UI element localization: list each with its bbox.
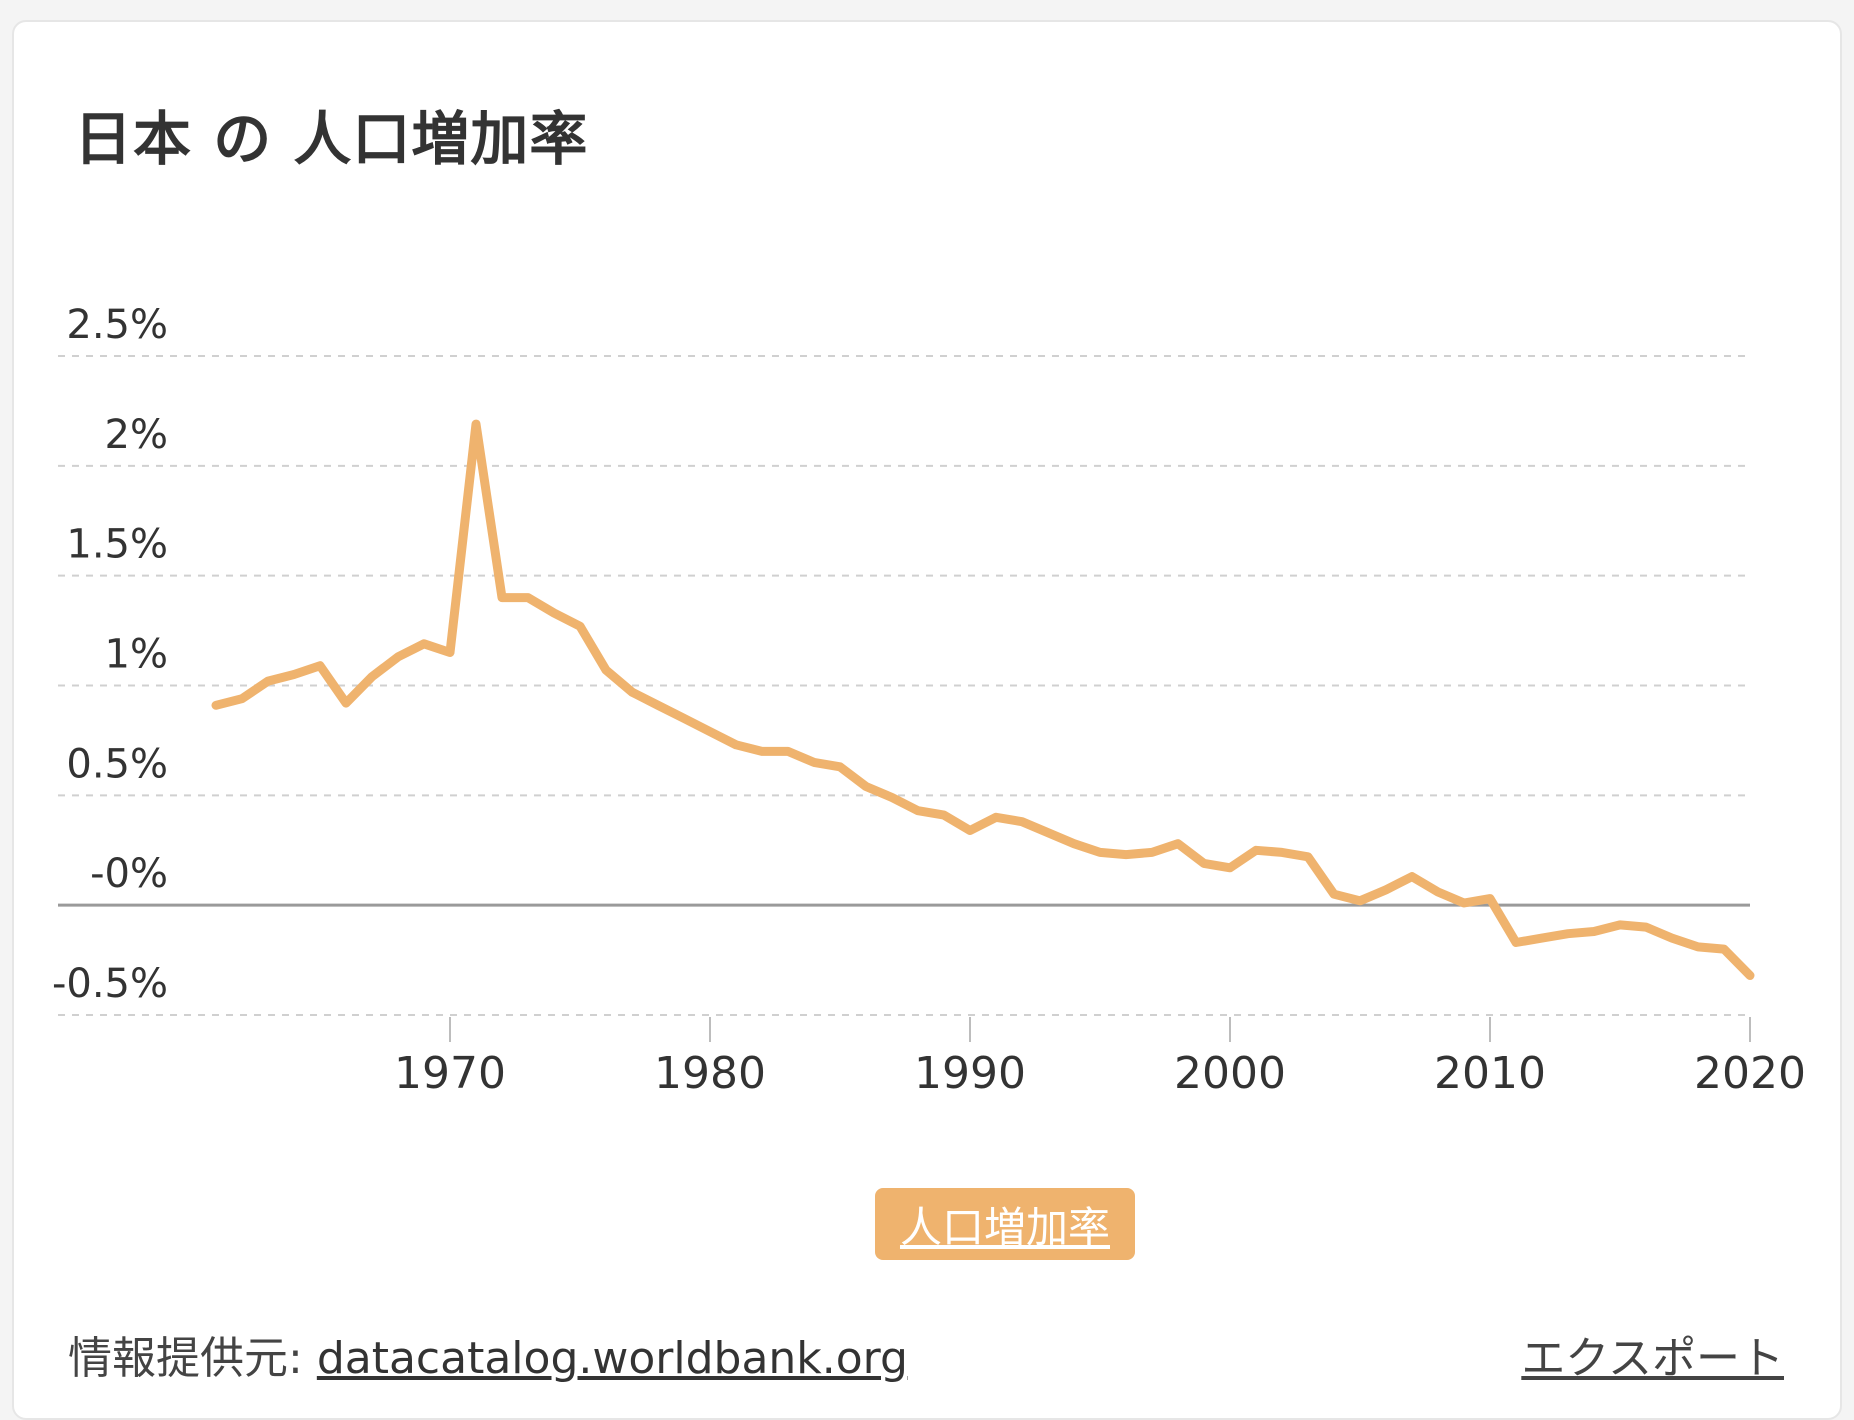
y-tick-label: -0.5% (52, 961, 168, 1007)
data-point (1463, 902, 1465, 904)
source-link[interactable]: datacatalog.worldbank.org (316, 1333, 908, 1384)
data-point (891, 797, 893, 799)
data-point (1125, 854, 1127, 856)
data-point (1437, 891, 1439, 893)
data-point (397, 656, 399, 658)
data-point (865, 786, 867, 788)
data-point (1541, 937, 1543, 939)
data-point (1177, 843, 1179, 845)
data-point (1619, 924, 1621, 926)
data-point (1359, 900, 1361, 902)
source-label: 情報提供元: (68, 1333, 303, 1384)
data-point (1307, 856, 1309, 858)
data-point (1515, 942, 1517, 944)
data-point (1385, 889, 1387, 891)
x-tick-label: 2000 (1174, 1048, 1286, 1099)
data-point (1749, 974, 1751, 976)
data-point (1645, 926, 1647, 928)
data-point (1255, 849, 1257, 851)
data-point (709, 731, 711, 733)
data-point (1229, 867, 1231, 869)
data-point (1099, 851, 1101, 853)
data-point (995, 816, 997, 818)
chart-card: 日本 の 人口増加率 (12, 20, 1842, 1420)
data-point (1281, 851, 1283, 853)
data-point (527, 597, 529, 599)
y-tick-label: 1% (105, 632, 168, 678)
source-attribution: 情報提供元: datacatalog.worldbank.org (68, 1322, 908, 1386)
data-point (683, 717, 685, 719)
x-tick-label: 2020 (1694, 1048, 1806, 1099)
data-point (345, 702, 347, 704)
data-point (501, 597, 503, 599)
data-point (1151, 851, 1153, 853)
data-point (1333, 893, 1335, 895)
data-point (579, 625, 581, 627)
export-link[interactable]: エクスポート (1521, 1333, 1784, 1384)
data-point (735, 744, 737, 746)
data-point (1411, 876, 1413, 878)
y-tick-label: 2.5% (66, 302, 168, 348)
series-line (211, 419, 1755, 980)
data-point (267, 680, 269, 682)
x-tick-label: 1990 (914, 1048, 1026, 1099)
x-tick-label: 2010 (1434, 1048, 1546, 1099)
data-point (943, 814, 945, 816)
data-point (1021, 821, 1023, 823)
data-point (605, 669, 607, 671)
data-point (1697, 946, 1699, 948)
chart-title: 日本 の 人口増加率 (74, 105, 589, 173)
x-tick-label: 1980 (654, 1048, 766, 1099)
data-point (215, 704, 217, 706)
y-tick-label: -0% (90, 851, 168, 897)
data-point (1567, 933, 1569, 935)
x-tick-label: 1970 (394, 1048, 506, 1099)
data-point (917, 810, 919, 812)
data-point (319, 665, 321, 667)
data-point (1203, 862, 1205, 864)
data-point (657, 704, 659, 706)
data-point (1073, 843, 1075, 845)
legend-toggle-button[interactable]: 人口増加率 (875, 1188, 1135, 1260)
data-point (241, 698, 243, 700)
data-point (293, 674, 295, 676)
data-point (1489, 898, 1491, 900)
data-point (553, 612, 555, 614)
data-point (787, 750, 789, 752)
data-point (969, 829, 971, 831)
data-point (371, 676, 373, 678)
data-point (1723, 948, 1725, 950)
data-point (839, 766, 841, 768)
data-point (1593, 931, 1595, 933)
data-point (423, 643, 425, 645)
data-point (449, 652, 451, 654)
data-point (475, 423, 477, 425)
y-tick-label: 0.5% (66, 741, 168, 787)
y-tick-label: 2% (105, 412, 168, 458)
data-point (1047, 832, 1049, 834)
data-point (631, 691, 633, 693)
data-point (1671, 937, 1673, 939)
y-tick-label: 1.5% (66, 522, 168, 568)
data-point (761, 750, 763, 752)
data-point (813, 761, 815, 763)
